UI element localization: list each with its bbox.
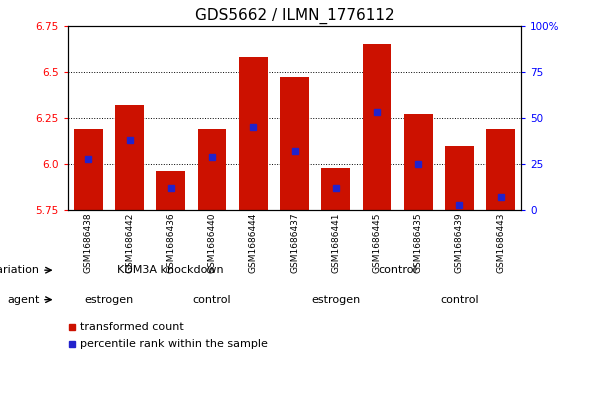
Text: GSM1686438: GSM1686438 [84, 213, 93, 273]
Text: GSM1686441: GSM1686441 [331, 213, 340, 273]
Text: GSM1686439: GSM1686439 [455, 213, 464, 273]
Bar [322, 168, 350, 210]
Bar [486, 129, 515, 210]
Bar [280, 77, 309, 210]
Text: transformed count: transformed count [80, 322, 184, 332]
Bar [156, 171, 185, 210]
Text: KDM3A knockdown: KDM3A knockdown [117, 265, 224, 275]
Bar [445, 146, 474, 210]
Text: GSM1686435: GSM1686435 [413, 213, 423, 273]
Text: GSM1686444: GSM1686444 [249, 213, 258, 273]
Bar [404, 114, 432, 210]
Bar [239, 57, 267, 210]
Bar [74, 129, 102, 210]
Text: control: control [440, 295, 479, 305]
Bar [197, 129, 226, 210]
Text: control: control [378, 265, 417, 275]
Text: GSM1686437: GSM1686437 [290, 213, 299, 273]
Bar [115, 105, 144, 210]
Text: GSM1686440: GSM1686440 [207, 213, 217, 273]
Bar [362, 44, 391, 210]
Text: percentile rank within the sample: percentile rank within the sample [80, 339, 268, 349]
Title: GDS5662 / ILMN_1776112: GDS5662 / ILMN_1776112 [195, 8, 394, 24]
Text: GSM1686445: GSM1686445 [372, 213, 382, 273]
Text: estrogen: estrogen [311, 295, 360, 305]
Text: GSM1686443: GSM1686443 [496, 213, 505, 273]
Text: genotype/variation: genotype/variation [0, 265, 39, 275]
Text: agent: agent [7, 295, 39, 305]
Text: GSM1686442: GSM1686442 [125, 213, 134, 273]
Text: control: control [193, 295, 231, 305]
Text: estrogen: estrogen [84, 295, 134, 305]
Text: GSM1686436: GSM1686436 [166, 213, 176, 273]
